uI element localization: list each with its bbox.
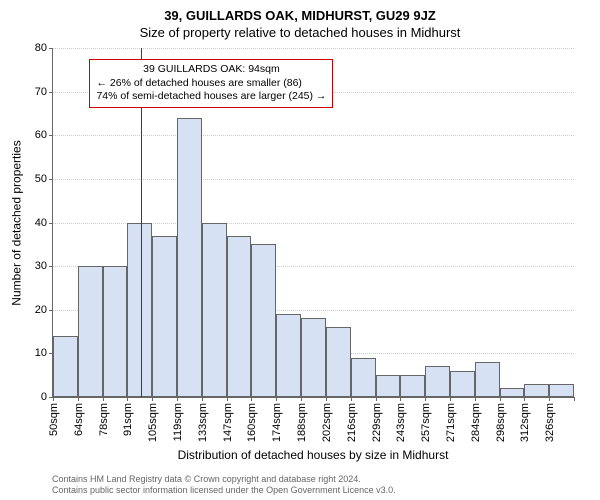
y-tick-label: 70 [35,86,53,98]
x-tick-mark [251,397,252,401]
y-tick-label: 30 [35,260,53,272]
x-tick-mark [276,397,277,401]
x-tick-mark [152,397,153,401]
x-tick-label: 50sqm [46,403,60,436]
x-tick-mark [127,397,128,401]
x-axis-label: Distribution of detached houses by size … [52,448,574,462]
histogram-bar [351,358,376,397]
x-tick-label: 105sqm [145,403,159,442]
annotation-line: 39 GUILLARDS OAK: 94sqm [96,63,326,77]
chart-container: 39, GUILLARDS OAK, MIDHURST, GU29 9JZ Si… [0,0,600,500]
grid-line [53,179,574,180]
footer: Contains HM Land Registry data © Crown c… [52,474,574,497]
x-tick-mark [227,397,228,401]
footer-line-1: Contains HM Land Registry data © Crown c… [52,474,574,485]
x-tick-mark [549,397,550,401]
x-tick-mark [450,397,451,401]
x-tick-label: 160sqm [244,403,258,442]
histogram-bar [301,318,326,397]
x-tick-label: 202sqm [319,403,333,442]
histogram-bar [450,371,475,397]
x-tick-label: 216sqm [344,403,358,442]
x-tick-label: 284sqm [468,403,482,442]
x-tick-label: 91sqm [120,403,134,436]
y-tick-label: 40 [35,217,53,229]
x-tick-mark [524,397,525,401]
histogram-bar [276,314,301,397]
histogram-bar [251,244,276,397]
histogram-bar [376,375,401,397]
x-tick-mark [177,397,178,401]
y-tick-label: 20 [35,304,53,316]
x-tick-label: 78sqm [96,403,110,436]
grid-line [53,135,574,136]
histogram-bar [177,118,202,397]
histogram-bar [549,384,574,397]
histogram-bar [524,384,549,397]
x-tick-label: 271sqm [443,403,457,442]
y-tick-label: 50 [35,173,53,185]
histogram-bar [152,236,177,397]
histogram-bar [103,266,128,397]
histogram-bar [326,327,351,397]
y-tick-label: 10 [35,347,53,359]
x-tick-label: 326sqm [542,403,556,442]
annotation-box: 39 GUILLARDS OAK: 94sqm← 26% of detached… [89,59,333,108]
x-tick-mark [103,397,104,401]
x-tick-mark [326,397,327,401]
histogram-bar [53,336,78,397]
plot: 0102030405060708050sqm64sqm78sqm91sqm105… [52,48,574,398]
x-tick-mark [301,397,302,401]
annotation-line: ← 26% of detached houses are smaller (86… [96,77,326,91]
annotation-line: 74% of semi-detached houses are larger (… [96,90,326,104]
x-tick-mark [400,397,401,401]
histogram-bar [500,388,525,397]
x-tick-label: 133sqm [195,403,209,442]
y-tick-label: 60 [35,129,53,141]
grid-line [53,48,574,49]
histogram-bar [78,266,103,397]
y-axis-label: Number of detached properties [10,48,24,398]
histogram-bar [227,236,252,397]
x-tick-mark [78,397,79,401]
x-tick-label: 312sqm [517,403,531,442]
chart-title: 39, GUILLARDS OAK, MIDHURST, GU29 9JZ [0,0,600,23]
x-tick-mark [376,397,377,401]
x-tick-label: 257sqm [418,403,432,442]
x-tick-label: 298sqm [493,403,507,442]
plot-area: 0102030405060708050sqm64sqm78sqm91sqm105… [52,48,574,398]
x-tick-label: 188sqm [294,403,308,442]
histogram-bar [475,362,500,397]
x-tick-label: 64sqm [71,403,85,436]
x-tick-label: 243sqm [393,403,407,442]
y-tick-label: 80 [35,42,53,54]
y-tick-label: 0 [41,391,53,403]
x-tick-mark [351,397,352,401]
x-tick-mark [202,397,203,401]
footer-line-2: Contains public sector information licen… [52,485,574,496]
x-tick-mark [500,397,501,401]
histogram-bar [425,366,450,397]
chart-subtitle: Size of property relative to detached ho… [0,23,600,40]
histogram-bar [400,375,425,397]
x-tick-label: 147sqm [220,403,234,442]
x-tick-label: 174sqm [269,403,283,442]
x-tick-label: 119sqm [170,403,184,441]
x-tick-mark [53,397,54,401]
x-tick-mark [475,397,476,401]
x-tick-mark [425,397,426,401]
histogram-bar [202,223,227,398]
x-tick-label: 229sqm [369,403,383,442]
x-tick-mark [574,397,575,401]
